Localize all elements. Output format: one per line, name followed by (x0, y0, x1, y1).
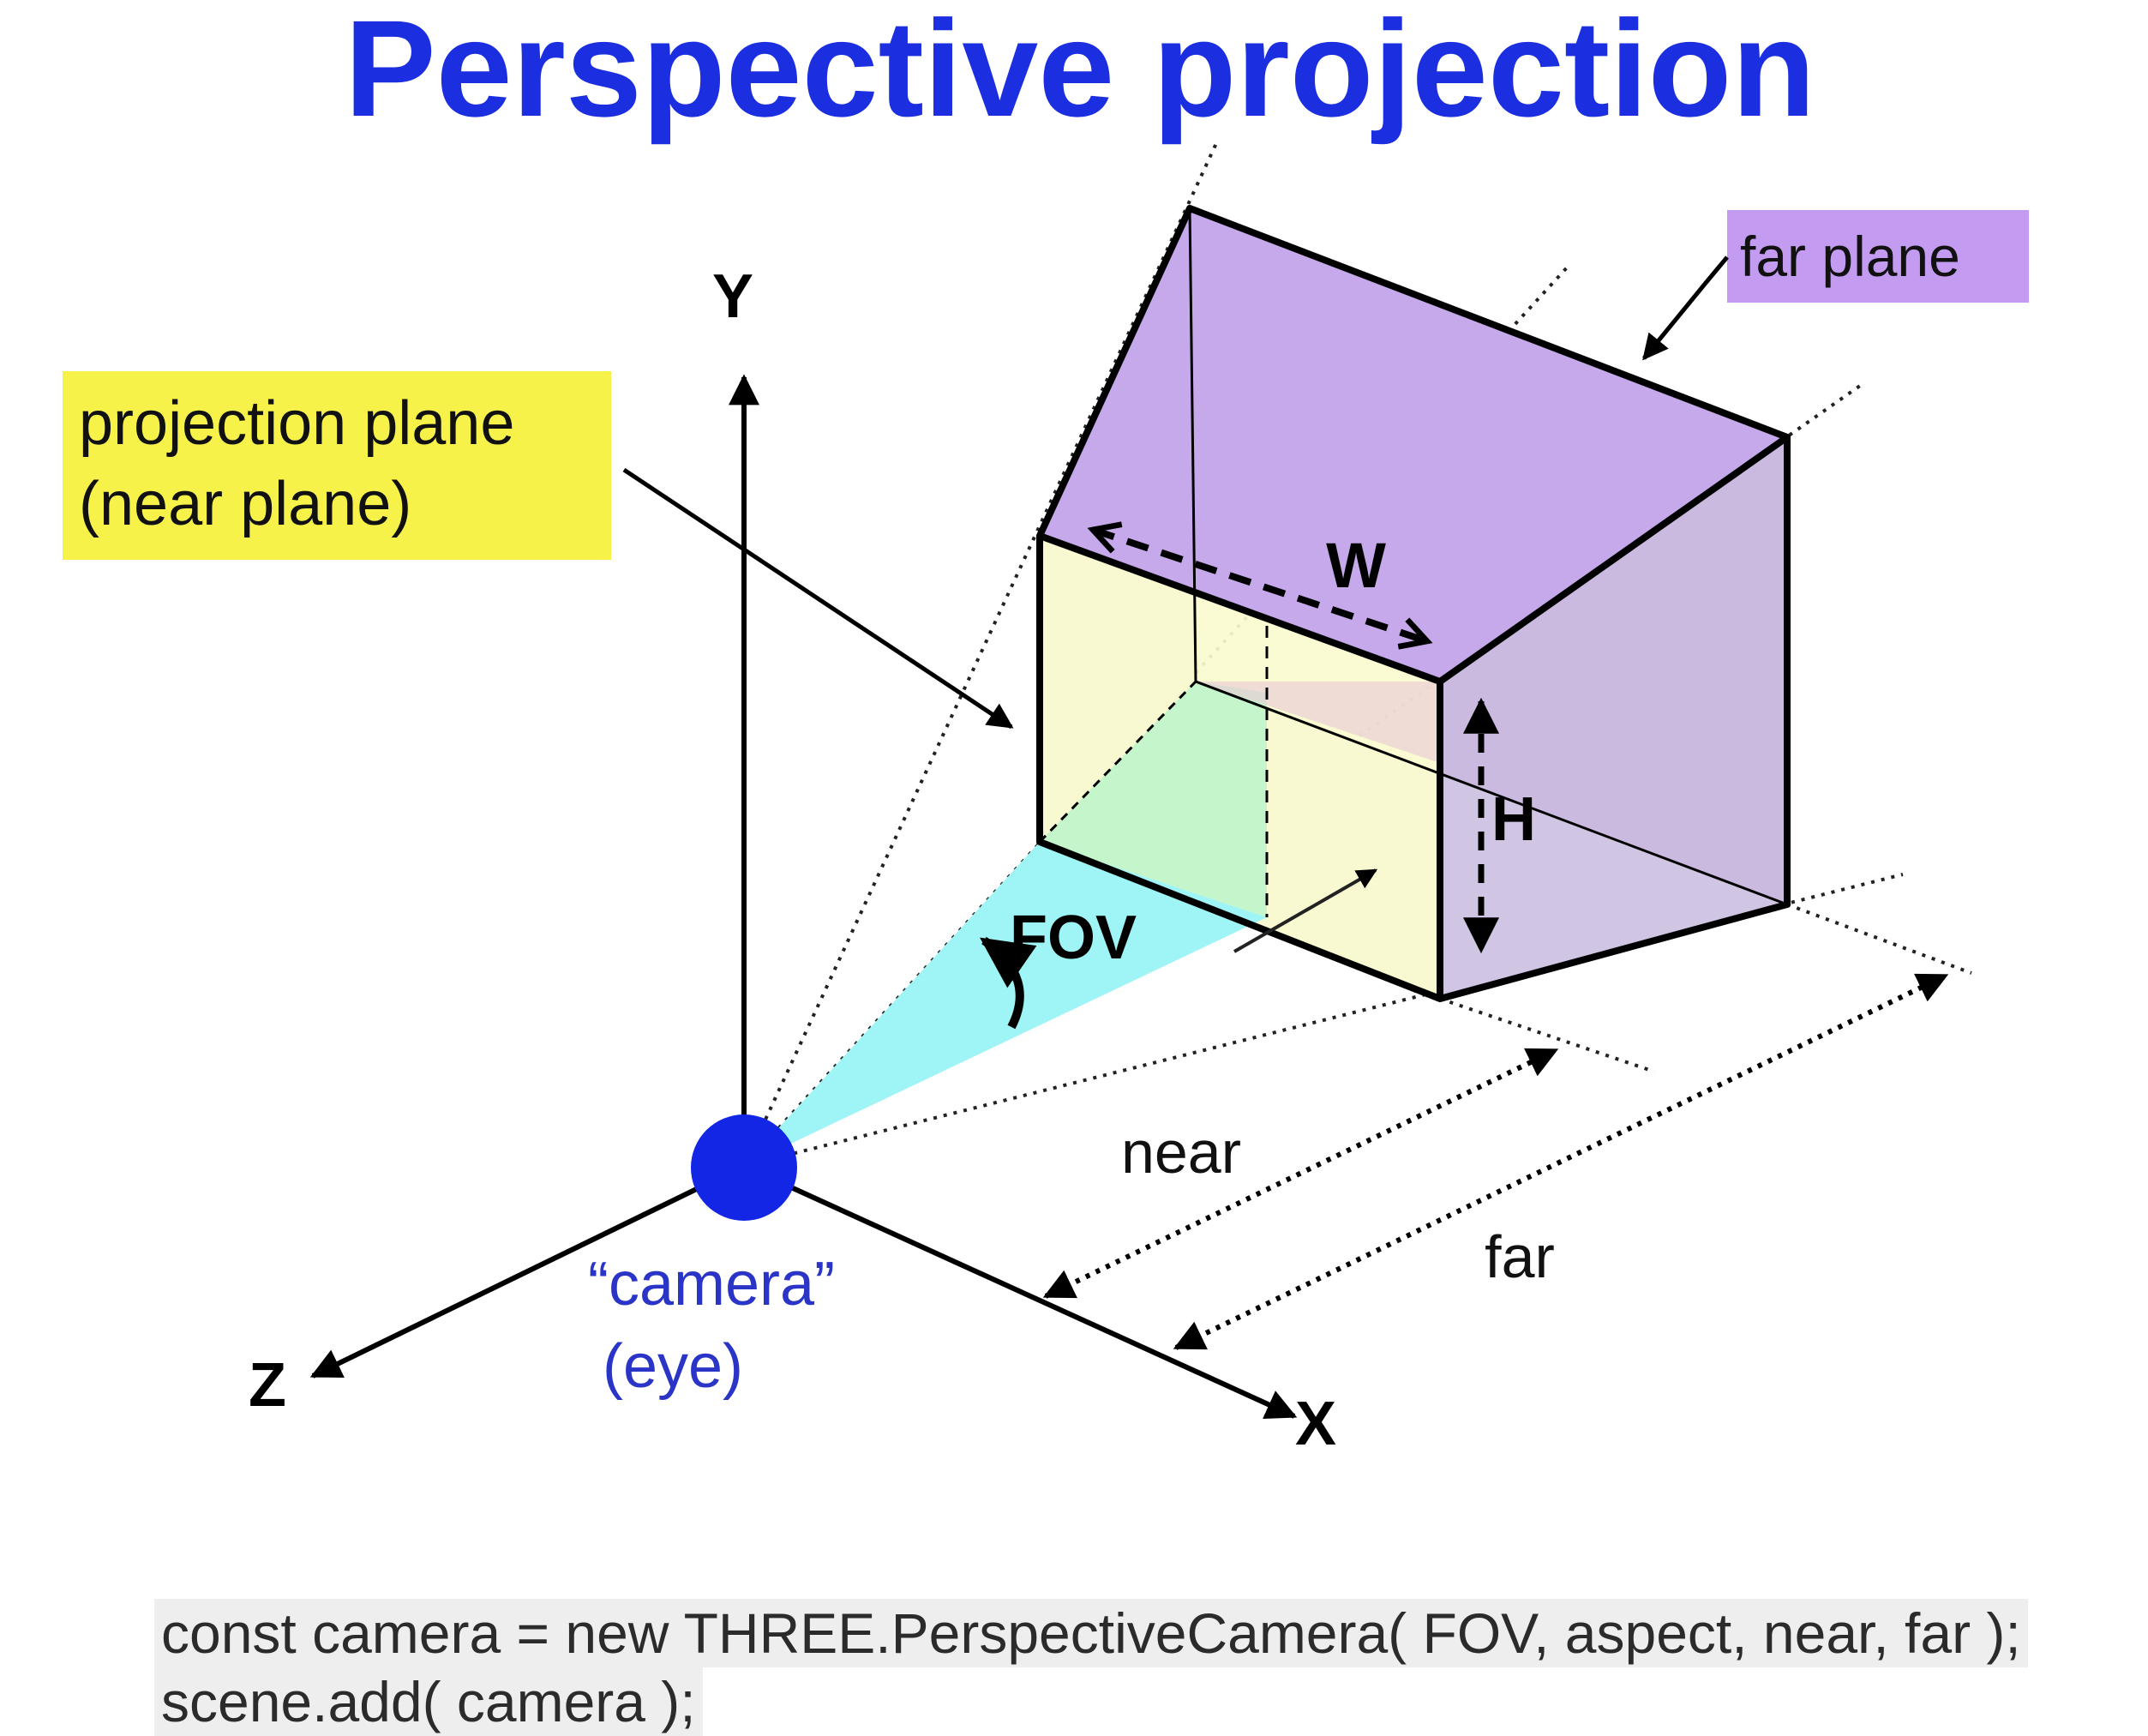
axis-x-label: X (1295, 1390, 1336, 1458)
code-line-2: scene.add( camera ); (154, 1667, 703, 1736)
fov-angle-arc (980, 936, 1037, 1030)
slide-title: Perspective projection (345, 0, 1815, 145)
far-plane-label: far plane (1740, 225, 1960, 288)
z-axis (309, 1163, 746, 1379)
projection-plane-label-line1: projection plane (79, 389, 514, 458)
x-axis (742, 1163, 1298, 1419)
projection-plane-pointer (622, 467, 1014, 730)
far-distance-arrow (1173, 973, 1949, 1350)
far-label: far (1485, 1223, 1555, 1290)
camera-label: “camera” (588, 1250, 835, 1319)
axis-z-label: Z (249, 1351, 286, 1420)
near-inner-green (1040, 682, 1267, 917)
frustum-right-face (1440, 437, 1787, 999)
projection-plane-callout-box (63, 371, 611, 560)
far-plane-pointer (1642, 255, 1729, 361)
height-label: H (1491, 785, 1536, 854)
view-direction-arrow (1233, 868, 1378, 953)
camera-point (691, 1114, 797, 1221)
width-label: W (1326, 530, 1386, 601)
far-plane-callout-box (1727, 210, 2029, 303)
view-frustum (744, 208, 1787, 1166)
code-line-1: const camera = new THREE.PerspectiveCame… (154, 1599, 2028, 1667)
coordinate-axes (309, 374, 1298, 1419)
fov-wedge (744, 842, 1267, 1166)
eye-label: (eye) (603, 1332, 743, 1401)
axis-y-label: Y (712, 262, 753, 331)
near-label: near (1121, 1119, 1241, 1186)
projection-plane-label-line2: (near plane) (79, 470, 411, 538)
fov-label: FOV (1010, 904, 1137, 972)
width-dimension-arrow (1093, 530, 1427, 641)
near-plane-overlap (1196, 682, 1440, 763)
